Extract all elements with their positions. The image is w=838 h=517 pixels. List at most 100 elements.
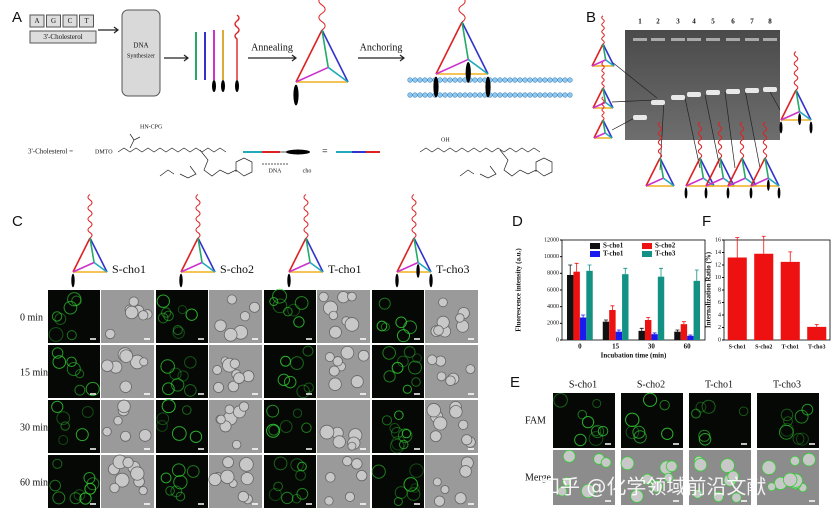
well (687, 38, 701, 41)
error-bar (639, 327, 644, 331)
chem-label: cho (303, 168, 312, 174)
cell (296, 487, 309, 500)
panel-label: B (586, 9, 596, 26)
error-bar (587, 264, 592, 271)
y-tick-label: 12000 (544, 237, 559, 243)
lipid (417, 92, 423, 98)
chem-label: HN-CPG (140, 124, 163, 130)
well (706, 38, 720, 41)
cell (139, 357, 149, 367)
cell (295, 470, 306, 481)
cell (553, 392, 568, 408)
cho-symbol (286, 149, 310, 155)
cell (287, 303, 301, 317)
watermark: 知乎 @化学领域前沿文献 (540, 475, 766, 499)
cho-anchor (485, 76, 491, 98)
y-tick-label: 4 (718, 312, 721, 318)
cell (170, 378, 185, 392)
cell (52, 491, 66, 505)
y-tick-label: 8 (718, 287, 721, 293)
cho-anchor (179, 273, 183, 288)
cell (577, 409, 588, 420)
tetra-edge (593, 119, 604, 139)
lipid (542, 77, 548, 83)
y-tick-label: 2000 (547, 321, 559, 327)
lipid (442, 92, 448, 98)
cell (220, 469, 235, 484)
lipid (492, 92, 498, 98)
cell (789, 455, 801, 467)
x-tick-label: T-cho3 (808, 344, 825, 350)
tetra-edge (799, 110, 812, 121)
panel-label: E (510, 374, 520, 391)
tetra-tail (195, 194, 201, 239)
cell (156, 412, 170, 426)
cell (138, 429, 152, 442)
cell (117, 399, 131, 414)
cell (156, 420, 168, 432)
cell (347, 291, 357, 302)
key-letter: C (68, 17, 73, 25)
cell (79, 492, 92, 505)
bar (586, 270, 593, 340)
cell (412, 353, 422, 364)
cell (403, 346, 416, 358)
lipid (532, 92, 538, 98)
tetra-edge (93, 261, 108, 273)
row-label: FAM (525, 415, 546, 426)
cell (222, 456, 235, 469)
tetra-edge (467, 58, 489, 75)
lipid (567, 77, 573, 83)
cell (393, 496, 403, 507)
cell (138, 486, 148, 496)
cell (162, 382, 175, 396)
cell (119, 349, 134, 363)
micrograph (48, 400, 100, 453)
legend-swatch (642, 251, 652, 257)
y-tick-label: 0 (718, 337, 721, 343)
bar (638, 330, 645, 340)
cell (175, 491, 186, 502)
cell (269, 296, 279, 307)
cell (382, 346, 396, 360)
cell (731, 492, 742, 503)
key-box (29, 30, 97, 44)
tetra-edge (685, 157, 701, 187)
lipid (437, 92, 443, 98)
error-bar (574, 262, 579, 272)
band (706, 90, 720, 95)
cell (701, 399, 716, 414)
cell (185, 308, 198, 321)
panel-label: D (512, 213, 523, 230)
tetra-edge (327, 66, 349, 83)
lipid (502, 77, 508, 83)
cell (303, 382, 314, 393)
error-bar (646, 317, 651, 320)
tetra-edge (604, 101, 614, 109)
cell (581, 415, 595, 429)
bar (602, 321, 610, 340)
tetra-edge (417, 261, 432, 273)
construct-label: S-cho2 (220, 262, 254, 276)
cell (391, 361, 404, 374)
cell (66, 361, 81, 377)
lipid (412, 77, 418, 83)
tetra-tail (657, 121, 663, 159)
tetra-edge (413, 237, 432, 273)
x-tick-label: S-cho2 (755, 344, 772, 350)
cell (391, 435, 406, 451)
cho-anchor (465, 62, 471, 83)
cell (231, 439, 242, 450)
cell (449, 405, 463, 419)
cell (213, 381, 224, 393)
lipid (452, 92, 458, 98)
cho-anchor (684, 187, 688, 199)
cell (238, 401, 250, 412)
lane-number: 3 (676, 18, 680, 26)
cell (780, 423, 794, 437)
cell (239, 457, 254, 472)
legend-swatch (590, 251, 600, 257)
lipid (527, 77, 533, 83)
tetra-edge (795, 89, 801, 112)
cell (266, 423, 281, 438)
